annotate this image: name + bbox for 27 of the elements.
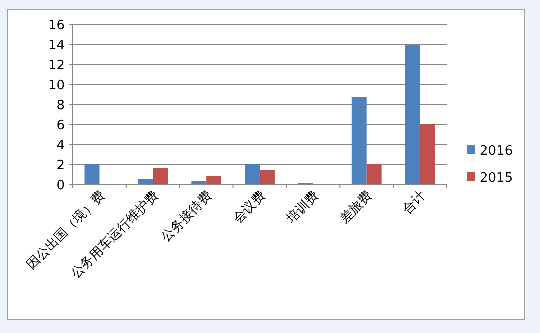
y-tick-label: 0: [56, 178, 65, 194]
bar: [84, 164, 100, 184]
y-tick-label: 16: [48, 18, 65, 34]
y-tick-label: 10: [48, 78, 65, 94]
y-tick-label: 12: [48, 58, 65, 74]
bar: [420, 124, 436, 184]
bar: [405, 46, 420, 184]
bar: [192, 182, 207, 184]
y-tick-label: 4: [56, 138, 65, 154]
x-tick-label: 合计: [400, 188, 430, 218]
y-tick-label: 2: [56, 158, 65, 174]
y-tick-label: 6: [56, 118, 65, 134]
bar: [366, 164, 382, 184]
x-tick-label: 会议费: [230, 188, 269, 227]
bar: [138, 180, 154, 184]
bar: [206, 176, 222, 184]
x-tick-label: 公务接待费: [158, 188, 216, 246]
x-tick-label: 差旅费: [338, 188, 376, 227]
bar: [153, 168, 168, 184]
legend-label: 2016: [480, 144, 514, 159]
y-tick-label: 8: [56, 98, 65, 114]
bar: [245, 164, 260, 184]
legend-label: 2015: [480, 171, 514, 186]
bar: [352, 98, 367, 184]
y-tick-label: 14: [48, 38, 65, 54]
bar: [260, 170, 275, 184]
x-tick-label: 培训费: [283, 188, 322, 228]
